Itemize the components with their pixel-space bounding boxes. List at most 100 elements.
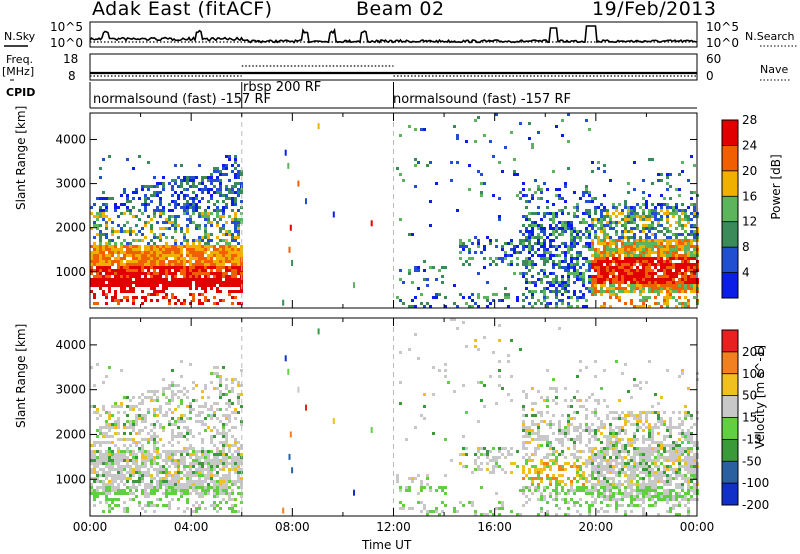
velocity-scatter-cell (456, 510, 459, 513)
velocity-scatter-cell (636, 486, 639, 489)
power-scatter-cell (210, 197, 213, 200)
velocity-scatter-cell (171, 450, 174, 453)
power-scatter-cell (126, 200, 129, 203)
velocity-scatter-cell (138, 504, 141, 507)
power-scatter-cell (429, 266, 432, 269)
power-scatter-cell (585, 212, 588, 215)
power-scatter-cell (207, 254, 210, 257)
power-scatter-cell (201, 269, 204, 272)
velocity-scatter-cell (141, 447, 144, 450)
power-scatter-cell (483, 248, 486, 251)
velocity-scatter-cell (576, 501, 579, 504)
velocity-scatter-cell (135, 432, 138, 435)
power-scatter-cell (201, 272, 204, 275)
power-scatter-cell (528, 122, 531, 125)
power-scatter-cell (129, 281, 132, 284)
power-scatter-cell (165, 245, 168, 248)
velocity-scatter-cell (618, 417, 621, 420)
velocity-scatter-cell (594, 459, 597, 462)
power-scatter-cell (219, 272, 222, 275)
power-scatter-cell (672, 206, 675, 209)
power-scatter-cell (540, 254, 543, 257)
power-scatter-cell (684, 248, 687, 251)
power-scatter-cell (573, 215, 576, 218)
power-scatter-cell (462, 296, 465, 299)
velocity-scatter-cell (219, 450, 222, 453)
power-scatter-cell (537, 236, 540, 239)
velocity-scatter-cell (192, 510, 195, 513)
velocity-scatter-cell (630, 474, 633, 477)
power-scatter-cell (147, 281, 150, 284)
velocity-scatter-cell (171, 423, 174, 426)
power-scatter-cell (174, 242, 177, 245)
velocity-scatter-cell (129, 438, 132, 441)
power-scatter-cell (618, 251, 621, 254)
power-scatter-cell (693, 251, 696, 254)
velocity-scatter-cell (618, 441, 621, 444)
power-scatter-cell (507, 263, 510, 266)
power-scatter-cell (675, 263, 678, 266)
velocity-scatter-cell (216, 504, 219, 507)
power-scatter-cell (483, 134, 486, 137)
velocity-scatter-cell (192, 486, 195, 489)
power-scatter-cell (501, 299, 504, 302)
power-scatter-cell (615, 275, 618, 278)
velocity-scatter-cell (210, 462, 213, 465)
velocity-scatter-cell (576, 474, 579, 477)
power-scatter-cell (600, 275, 603, 278)
power-scatter-cell (540, 227, 543, 230)
power-scatter-cell (690, 197, 693, 200)
power-scatter-cell (609, 242, 612, 245)
power-scatter-cell (666, 206, 669, 209)
velocity-scatter-cell (132, 405, 135, 408)
power-scatter-cell (159, 200, 162, 203)
velocity-scatter-cell (159, 423, 162, 426)
velocity-scatter-cell (225, 384, 228, 387)
power-scatter-cell (618, 236, 621, 239)
power-scatter-cell (579, 296, 582, 299)
velocity-scatter-cell (216, 453, 219, 456)
power-scatter-cell (618, 281, 621, 284)
velocity-scatter-cell (105, 495, 108, 498)
power-scatter-cell (426, 302, 429, 305)
power-scatter-cell (642, 302, 645, 305)
power-scatter-cell (174, 224, 177, 227)
velocity-scatter-cell (126, 396, 129, 399)
power-scatter-cell (543, 290, 546, 293)
power-scatter-cell (606, 248, 609, 251)
power-scatter-cell (588, 248, 591, 251)
power-scatter-cell (687, 218, 690, 221)
power-scatter-cell (201, 287, 204, 290)
velocity-scatter-cell (621, 444, 624, 447)
power-scatter-cell (138, 254, 141, 257)
power-scatter-cell (132, 215, 135, 218)
velocity-scatter-cell (501, 387, 504, 390)
velocity-scatter-cell (498, 447, 501, 450)
power-scatter-cell (588, 128, 591, 131)
power-scatter-cell (657, 257, 660, 260)
velocity-scatter-cell (114, 444, 117, 447)
velocity-scatter-cell (552, 498, 555, 501)
power-scatter-cell (552, 266, 555, 269)
velocity-scatter-cell (216, 432, 219, 435)
velocity-scatter-cell (96, 465, 99, 468)
power-scatter-cell (129, 248, 132, 251)
velocity-scatter-cell (240, 423, 243, 426)
power-scatter-cell (192, 221, 195, 224)
power-scatter-cell (174, 227, 177, 230)
power-scatter-cell (198, 242, 201, 245)
velocity-scatter-cell (537, 426, 540, 429)
velocity-scatter-cell (213, 411, 216, 414)
velocity-scatter-cell (225, 486, 228, 489)
power-scatter-cell (675, 248, 678, 251)
velocity-scatter-cell (222, 465, 225, 468)
velocity-scatter-cell (99, 474, 102, 477)
power-scatter-cell (666, 230, 669, 233)
power-scatter-cell (195, 266, 198, 269)
power-scatter-cell (603, 164, 606, 167)
velocity-scatter-cell (114, 456, 117, 459)
velocity-scatter-cell (132, 438, 135, 441)
power-scatter-cell (234, 200, 237, 203)
power-scatter-cell (411, 281, 414, 284)
power-scatter-cell (471, 299, 474, 302)
